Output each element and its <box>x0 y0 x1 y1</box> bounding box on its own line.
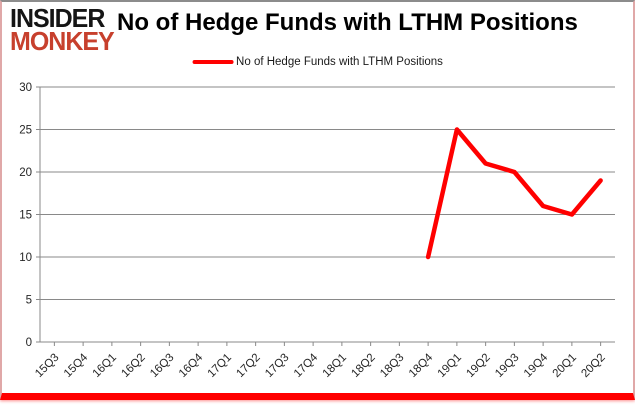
logo-word-monkey: MONKEY <box>10 26 115 56</box>
legend-line-swatch-icon <box>192 60 234 64</box>
x-tick-label: 15Q3 <box>33 352 61 380</box>
x-tick-label: 19Q3 <box>493 352 521 380</box>
y-tick-label: 30 <box>19 82 32 94</box>
x-tick-label: 18Q2 <box>349 352 377 380</box>
x-tick-label: 17Q1 <box>206 352 234 380</box>
x-tick-label: 16Q3 <box>148 352 176 380</box>
x-tick-label: 16Q1 <box>91 352 119 380</box>
x-tick-label: 18Q3 <box>378 352 406 380</box>
legend: No of Hedge Funds with LTHM Positions <box>192 56 443 68</box>
x-tick-label: 16Q4 <box>177 351 206 380</box>
x-tick-label: 15Q4 <box>62 351 91 380</box>
x-tick-label: 16Q2 <box>119 352 147 380</box>
chart-title: No of Hedge Funds with LTHM Positions <box>117 9 578 36</box>
legend-label: No of Hedge Funds with LTHM Positions <box>236 56 443 68</box>
x-tick-label: 19Q4 <box>522 351 551 380</box>
series-line <box>425 127 603 260</box>
x-tick-label: 20Q1 <box>551 352 579 380</box>
insider-monkey-logo: INSIDER MONKEY <box>10 3 115 56</box>
x-tick-label: 17Q4 <box>292 351 321 380</box>
y-tick-label: 15 <box>19 210 32 222</box>
x-tick-label: 18Q1 <box>321 352 349 380</box>
logo-word-insider: INSIDER <box>10 3 105 34</box>
x-tick-label: 19Q2 <box>464 352 492 380</box>
x-tick-label: 17Q3 <box>263 352 291 380</box>
y-tick-label: 20 <box>19 167 32 179</box>
y-tick-label: 25 <box>19 125 32 137</box>
y-tick-label: 0 <box>26 337 32 349</box>
x-tick-label: 20Q2 <box>579 352 607 380</box>
x-tick-label: 18Q4 <box>407 351 436 380</box>
y-tick-label: 5 <box>26 295 32 307</box>
y-tick-label: 10 <box>19 252 32 264</box>
x-tick-label: 19Q1 <box>436 352 464 380</box>
x-tick-label: 17Q2 <box>234 352 262 380</box>
